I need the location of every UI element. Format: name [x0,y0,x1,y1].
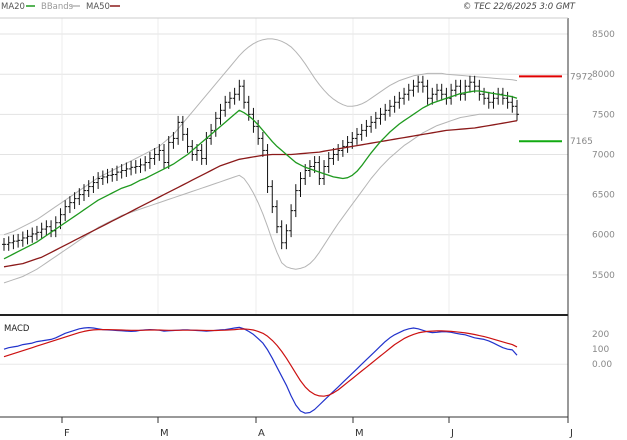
axes: 5500 6000 6500 7000 7500 8000 8500 F M A M J J 200 100… [61,30,615,439]
macd-line [3,326,518,414]
chart-frame [0,17,569,418]
legend-ma50: MA50 [86,2,110,12]
level-markers: 7972 7165 [519,72,593,147]
month-label: F [64,428,70,439]
price-tick-label: 7500 [592,110,615,120]
moving-averages [3,90,518,268]
bb-upper-line [3,38,518,236]
ma20-line [3,90,518,260]
macd-tick-label: 200 [592,330,609,340]
macd-title: MACD [4,324,30,334]
legend-ma20: MA20 [1,2,25,12]
price-tick-label: 7000 [592,150,615,160]
price-tick-label: 8000 [592,70,615,80]
month-label: A [258,428,265,439]
signal-line [3,328,518,397]
legend: MA20 BBands MA50 [1,2,120,12]
price-plot-bg [0,18,568,315]
macd-panel [0,316,568,417]
month-label: M [160,428,169,439]
source-timestamp: © TEC 22/6/2025 3:0 GMT [463,2,576,12]
price-tick-label: 8500 [592,30,615,40]
month-label: J [450,428,454,439]
macd-tick-label: 0.00 [592,360,612,370]
ma50-line [3,120,518,268]
legend-bbands: BBands [41,2,74,12]
price-bars [2,75,519,251]
level-label: 7165 [570,137,593,147]
price-tick-label: 5500 [592,271,615,281]
level-label: 7972 [570,72,593,82]
month-label: J [569,428,573,439]
month-label: M [355,428,364,439]
price-tick-label: 6000 [592,231,615,241]
price-tick-label: 6500 [592,191,615,201]
macd-plot-bg [0,316,568,417]
macd-tick-label: 100 [592,345,609,355]
